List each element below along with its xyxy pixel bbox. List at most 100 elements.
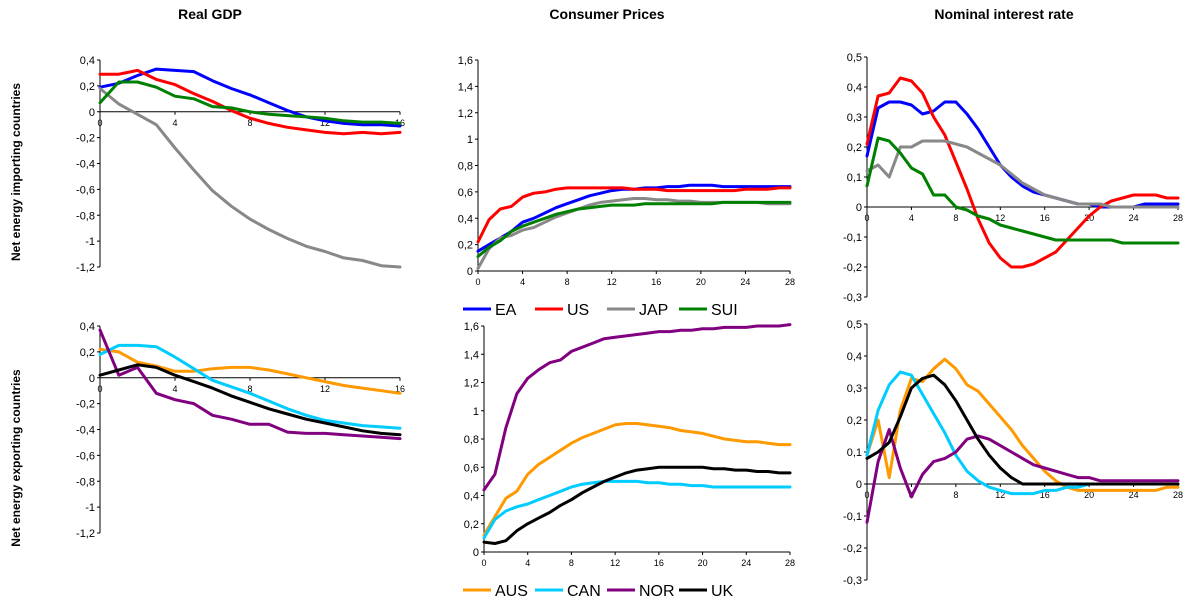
legend-label-aus: AUS: [495, 583, 528, 600]
y-tick-label: 0,3: [847, 112, 862, 124]
y-tick-label: -0,8: [76, 210, 95, 222]
x-tick-label: 12: [995, 490, 1005, 500]
series-line-us: [98, 68, 402, 136]
row-label-exporting: Net energy exporting countries: [9, 369, 23, 547]
y-tick-label: -0,2: [843, 543, 862, 555]
x-tick-label: 4: [520, 277, 525, 287]
y-tick-label: 0,2: [80, 347, 95, 359]
panels: -1,2-1-0,8-0,6-0,4-0,200,20,40 4 8 12 1600,2…: [76, 52, 1183, 587]
y-tick-label: 0,4: [80, 55, 95, 67]
y-tick-label: -0,6: [76, 450, 95, 462]
y-tick-label: 0,2: [847, 415, 862, 427]
y-tick-label: 0,4: [80, 321, 95, 333]
y-tick-label: 0,8: [458, 161, 473, 173]
x-tick-label: 0: [97, 384, 102, 394]
x-tick-label: 0: [97, 118, 102, 128]
x-tick-label: 8: [565, 277, 570, 287]
legends: EA US JAP SUI AUS CAN NOR UK: [463, 302, 738, 600]
y-tick-label: 0,2: [847, 142, 862, 154]
y-tick-label: 1,6: [458, 55, 473, 67]
series-line-uk: [482, 465, 792, 545]
column-title-nominal-interest-rate: Nominal interest rate: [934, 6, 1073, 22]
series-line-sui: [865, 136, 1180, 245]
legend-label-jap: JAP: [639, 302, 668, 319]
y-tick-label: 0,5: [847, 319, 862, 331]
x-tick-label: 4: [909, 213, 914, 223]
x-tick-label: 12: [610, 558, 620, 568]
series-line-uk: [98, 363, 402, 437]
series-line-aus: [98, 347, 402, 395]
x-tick-label: 28: [785, 277, 795, 287]
x-tick-label: 28: [785, 558, 795, 568]
x-tick-label: 12: [320, 384, 330, 394]
y-tick-label: 1,2: [458, 108, 473, 120]
legend-label-sui: SUI: [711, 302, 738, 319]
series-line-uk: [865, 373, 1180, 486]
series-line-ea: [98, 67, 402, 128]
x-tick-label: 16: [1040, 490, 1050, 500]
y-tick-label: 0,2: [80, 81, 95, 93]
x-tick-label: 0: [481, 558, 486, 568]
y-tick-label: 1,4: [464, 349, 479, 361]
y-tick-label: 1: [467, 134, 473, 146]
y-tick-label: 0,1: [847, 172, 862, 184]
y-tick-label: 0,5: [847, 52, 862, 64]
x-tick-label: 4: [172, 118, 177, 128]
series-line-nor: [482, 323, 792, 492]
y-tick-label: -0,2: [76, 133, 95, 145]
series-line-sui: [98, 80, 402, 125]
series-line-aus: [482, 422, 792, 537]
legend-label-uk: UK: [711, 583, 734, 600]
y-tick-label: -0,1: [843, 511, 862, 523]
series-line-us: [865, 76, 1180, 269]
column-title-real-gdp: Real GDP: [178, 6, 242, 22]
panel-1-1: 0 0,2 0,4 0,6 0,8 1 1,2 1,4 1,6 0 4 8 12 16 20 24 28: [464, 321, 795, 568]
x-tick-label: 20: [1084, 490, 1094, 500]
x-tick-label: 20: [698, 558, 708, 568]
x-tick-label: 24: [741, 558, 751, 568]
series-line-ea: [865, 100, 1180, 209]
series-line-can: [482, 479, 792, 540]
x-tick-label: 8: [953, 490, 958, 500]
y-tick-label: 0: [89, 107, 95, 119]
series-line-nor: [865, 428, 1180, 524]
y-tick-label: 0,6: [458, 187, 473, 199]
y-tick-label: -0,6: [76, 184, 95, 196]
panel-1-2: -0,3-0,2-0,100,10,20,30,40,50 4 8 12 16 20 24 2…: [843, 319, 1183, 587]
x-tick-label: 16: [654, 558, 664, 568]
series-line-sui: [476, 200, 792, 258]
y-tick-label: 0,4: [847, 82, 862, 94]
y-tick-label: 1,2: [464, 378, 479, 390]
y-tick-label: -0,2: [76, 399, 95, 411]
y-tick-label: 1: [473, 406, 479, 418]
legend-label-us: US: [567, 302, 589, 319]
y-tick-label: -1: [85, 502, 95, 514]
y-tick-label: 0: [856, 479, 862, 491]
y-tick-label: 1,6: [464, 321, 479, 333]
series-line-jap: [98, 87, 402, 269]
x-tick-label: 0: [864, 490, 869, 500]
x-tick-label: 16: [651, 277, 661, 287]
legend-1: AUS CAN NOR UK: [463, 583, 734, 600]
x-tick-label: 24: [1129, 213, 1139, 223]
series-line-us: [476, 186, 792, 244]
x-tick-label: 4: [172, 384, 177, 394]
x-tick-label: 16: [395, 384, 405, 394]
x-tick-label: 12: [995, 213, 1005, 223]
x-tick-label: 16: [1040, 213, 1050, 223]
x-tick-label: 24: [740, 277, 750, 287]
legend-label-ea: EA: [495, 302, 517, 319]
y-tick-label: 0,4: [847, 351, 862, 363]
y-tick-label: -1: [85, 236, 95, 248]
series-line-jap: [865, 139, 1180, 209]
y-tick-label: 0: [89, 373, 95, 385]
y-tick-label: 0,4: [458, 213, 473, 225]
legend-label-nor: NOR: [639, 583, 675, 600]
x-tick-label: 28: [1173, 490, 1183, 500]
y-tick-label: 0: [856, 202, 862, 214]
panel-0-0: -1,2-1-0,8-0,6-0,4-0,200,20,40 4 8 12 16: [76, 55, 405, 274]
series-line-can: [98, 343, 402, 430]
series-line-nor: [98, 328, 402, 441]
